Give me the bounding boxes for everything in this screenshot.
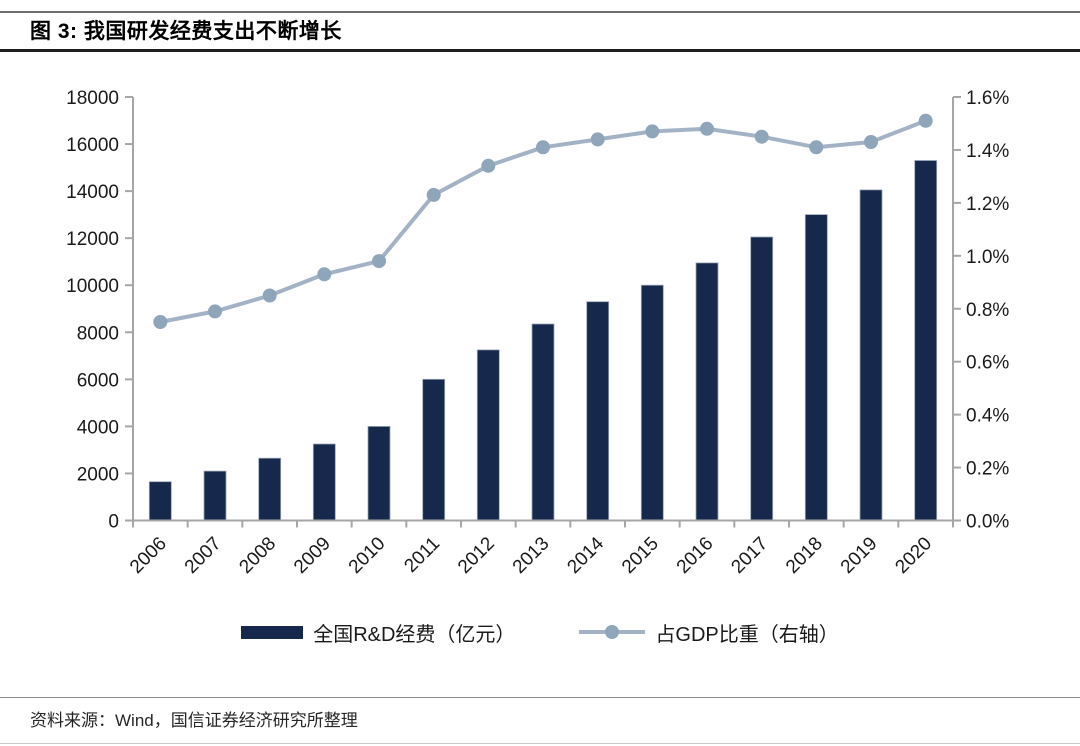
left-axis-tick-label: 14000 [66,182,119,203]
left-axis-tick-label: 12000 [66,229,119,250]
rd-spending-bar [695,262,719,521]
gdp-share-point [372,254,386,269]
rd-spending-bar [859,189,883,521]
line-swatch-dot [605,625,620,639]
gdp-share-point [809,140,824,155]
left-axis-tick-label: 0 [108,512,119,533]
x-axis-year-label: 2014 [563,533,608,578]
line-series-legend-label: 占GDP比重（右轴） [655,623,839,646]
top-rule [0,11,1080,13]
source-note: 资料来源：Wind，国信证券经济研究所整理 [30,711,358,730]
left-axis-tick-label: 18000 [66,88,119,109]
source-top-rule [0,697,1080,698]
x-axis-year-label: 2007 [181,533,226,578]
rd-spending-bar [367,425,391,521]
x-axis-year-label: 2012 [454,533,499,578]
x-axis-year-label: 2017 [727,533,772,578]
x-axis-year-label: 2013 [509,533,554,578]
bar-series-swatch-icon [241,625,304,639]
gdp-share-point [754,129,769,144]
left-axis-tick-label: 4000 [77,417,119,438]
title-underline-rule [0,49,1080,52]
gdp-share-point [208,304,222,319]
left-axis-tick-label: 8000 [77,323,119,344]
rd-spending-bar [476,349,500,521]
right-axis-tick-label: 1.6% [966,88,1009,109]
x-axis-year-label: 2008 [235,533,280,578]
legend-item-line-series: 占GDP比重（右轴） [579,618,839,647]
rd-spending-combo-chart: 0 2000 4000 6000 8000 10000 12000 14000 16000 180… [66,88,1009,578]
gdp-share-point [262,288,277,303]
x-axis-year-label: 2011 [400,533,444,577]
gdp-share-point [536,140,550,155]
rd-spending-bar [586,301,610,521]
x-axis-year-label: 2006 [126,533,171,578]
gdp-share-point [645,124,660,139]
chart-legend: 全国R&D经费（亿元） 占GDP比重（右轴） [0,610,1080,654]
left-axis-tick-label: 6000 [77,370,119,391]
gdp-share-point [153,315,168,329]
gdp-share-point [700,121,714,136]
rd-spending-bar [312,443,336,521]
line-series-swatch-icon [579,625,646,639]
x-axis-year-label: 2015 [618,533,663,578]
x-axis-year-label: 2018 [782,533,827,578]
gdp-share-point [426,187,441,202]
x-axis-year-label: 2016 [673,533,718,578]
rd-spending-bar [148,481,172,521]
gdp-share-point [317,267,332,282]
legend-item-bar-series: 全国R&D经费（亿元） [241,618,515,647]
right-axis-tick-label: 0.4% [966,406,1009,427]
right-axis-tick-label: 1.2% [966,194,1009,215]
gdp-share-point [918,113,933,128]
rd-spending-bar [531,323,555,521]
gdp-share-point [481,158,496,173]
rd-spending-bar [203,470,227,521]
right-axis-tick-label: 0.8% [966,300,1009,321]
rd-spending-bar [750,236,774,521]
right-axis-tick-label: 1.0% [966,247,1009,268]
rd-spending-bar [258,457,282,521]
right-axis-tick-label: 0.2% [966,459,1009,480]
right-axis-tick-label: 0.6% [966,353,1009,374]
right-axis-tick-label: 1.4% [966,141,1009,162]
x-axis-year-label: 2010 [345,533,390,578]
x-axis-year-label: 2019 [837,533,882,578]
bar-series-legend-label: 全国R&D经费（亿元） [313,623,516,646]
right-axis-tick-label: 0.0% [966,512,1009,533]
left-axis-tick-label: 2000 [77,464,119,485]
x-axis-year-label: 2020 [891,533,936,578]
left-axis-tick-label: 16000 [66,135,119,156]
rd-spending-bar [422,378,446,521]
figure-title: 图 3: 我国研发经费支出不断增长 [30,20,342,43]
bottom-rule [0,743,1080,744]
x-axis-year-label: 2009 [290,533,335,578]
rd-spending-bar [804,214,828,521]
left-axis-tick-label: 10000 [66,276,119,297]
gdp-share-point [864,135,878,149]
gdp-share-point [590,132,605,147]
rd-spending-bar [914,160,938,521]
rd-spending-bar [640,284,664,521]
